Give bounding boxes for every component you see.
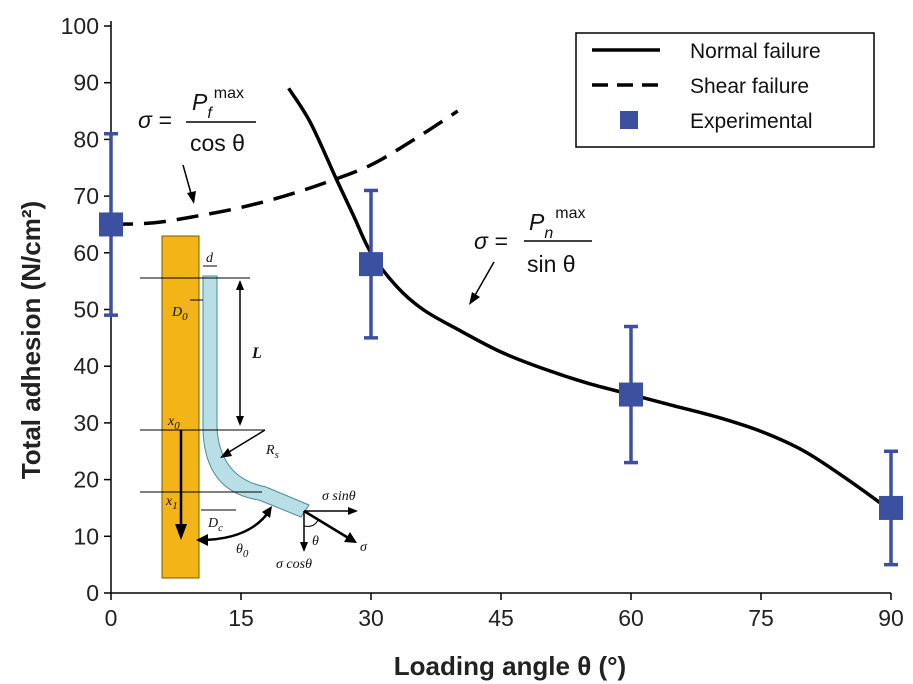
fiber [202, 275, 310, 518]
shear-equation: σ = Pfmax cos θ [138, 85, 256, 204]
label-rs: Rs [265, 443, 279, 461]
y-tick-label: 60 [73, 240, 99, 266]
shear-eq-numerator: Pfmax [192, 85, 244, 122]
tick-labels: 0 10 20 30 40 50 60 70 80 90 100 0 15 30 45 60 75 90 [61, 13, 904, 631]
x-axis-arrowhead [175, 524, 187, 540]
legend: Normal failure Shear failure Experimenta… [575, 32, 875, 148]
label-x1: x1 [165, 494, 178, 512]
label-L: L [251, 345, 262, 362]
label-sigma-sin: σ sinθ [322, 489, 356, 504]
y-tick-label: 10 [73, 523, 99, 549]
theta-arc [303, 519, 319, 527]
legend-normal-label: Normal failure [690, 40, 821, 63]
y-tick-label: 30 [73, 410, 99, 436]
sigma-cos-arrowhead [300, 542, 308, 552]
x-tick-label: 75 [748, 605, 774, 631]
legend-shear-label: Shear failure [690, 75, 809, 98]
sigma-arrow [303, 509, 351, 541]
legend-experimental-swatch [620, 111, 638, 129]
inset-diagram: d D0 L x0 x1 Rs Dc θ0 θ σ sinθ σ cosθ σ [140, 235, 368, 579]
sigma-sin-arrowhead [348, 507, 358, 515]
sigma-arrowhead [344, 532, 357, 543]
normal-equation: σ = Pnmax sin θ [469, 205, 592, 305]
y-tick-label: 90 [73, 70, 99, 96]
y-tick-label: 50 [73, 297, 99, 323]
theta0-arrowhead-left [196, 534, 208, 546]
x-tick-label: 90 [878, 605, 904, 631]
label-theta0: θ0 [236, 542, 249, 560]
shear-eq-pointer-head [187, 191, 196, 204]
y-tick-label: 70 [73, 183, 99, 209]
x-tick-label: 45 [488, 605, 514, 631]
y-tick-label: 0 [86, 580, 99, 606]
series-layer [99, 87, 903, 567]
normal-failure-line [287, 87, 893, 513]
x-tick-label: 30 [358, 605, 384, 631]
label-d0: D0 [171, 305, 188, 323]
experimental-point [99, 212, 123, 237]
experimental-point [879, 495, 903, 520]
y-tick-label: 40 [73, 353, 99, 379]
label-d: d [206, 251, 214, 266]
y-tick-label: 20 [73, 467, 99, 493]
normal-eq-lhs: σ = [474, 228, 508, 254]
experimental-point [619, 382, 643, 407]
normal-eq-denominator: sin θ [527, 251, 576, 277]
label-sigma-cos: σ cosθ [276, 557, 312, 572]
experimental-point [359, 252, 383, 277]
rs-line [223, 429, 266, 456]
y-axis-title: Total adhesion (N/cm²) [16, 201, 46, 479]
x-tick-label: 0 [105, 605, 118, 631]
theta0-arrowhead-right [262, 506, 272, 518]
x-tick-label: 15 [228, 605, 254, 631]
label-x0: x0 [167, 414, 180, 432]
x-tick-label: 60 [618, 605, 644, 631]
label-sigma: σ [360, 540, 368, 555]
rs-arrowhead [220, 448, 232, 458]
normal-eq-pointer-head [469, 292, 480, 305]
shear-eq-pointer [182, 164, 193, 198]
x-axis-title: Loading angle θ (°) [394, 651, 626, 681]
theta0-arc [199, 509, 272, 542]
shear-eq-lhs: σ = [138, 107, 172, 133]
legend-experimental-label: Experimental [690, 110, 813, 133]
L-arrow-bottom [236, 416, 244, 426]
y-tick-label: 100 [61, 13, 99, 39]
label-theta: θ [312, 534, 319, 549]
label-dc: Dc [207, 516, 223, 534]
normal-eq-pointer [473, 261, 495, 298]
shear-failure-line [110, 109, 459, 227]
L-arrow-top [236, 280, 244, 290]
normal-eq-numerator: Pnmax [529, 205, 585, 242]
y-tick-label: 80 [73, 126, 99, 152]
shear-eq-denominator: cos θ [190, 130, 245, 156]
